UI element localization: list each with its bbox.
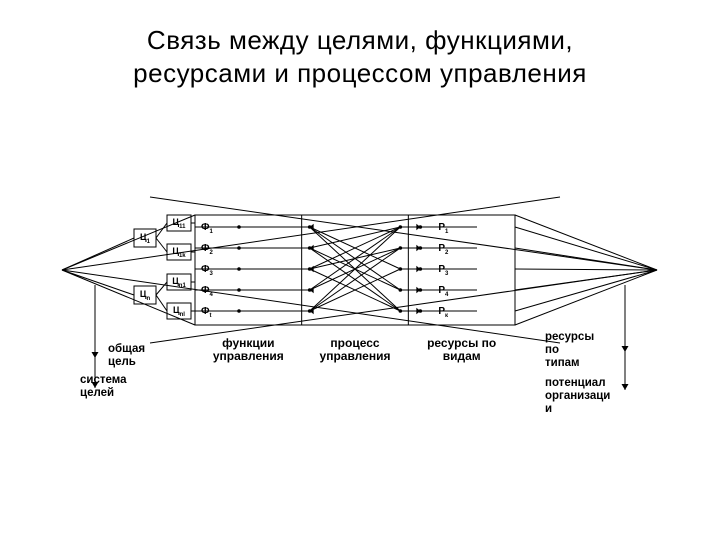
function-label-1: Ф2 xyxy=(201,243,214,256)
resource-label-3: Р4 xyxy=(438,285,449,298)
col-label-process: процессуправления xyxy=(320,336,391,363)
resource-label-0: Р1 xyxy=(438,222,449,235)
label-goal-system: системацелей xyxy=(80,374,127,399)
resource-label-4: Рк xyxy=(438,306,448,319)
label-common-goal: общаяцель xyxy=(108,343,145,368)
label-potential: потенциалорганизации xyxy=(545,377,610,415)
label-resources-types: ресурсыпотипам xyxy=(545,331,594,369)
function-label-3: Ф4 xyxy=(201,285,214,298)
subgoal-box-1: Ц1k xyxy=(172,246,186,258)
col-label-functions: функцииуправления xyxy=(213,336,284,363)
subgoal-box-3: Цnl xyxy=(173,305,185,317)
diagram-svg: Ц1ЦnЦ11Ц1kЦn1ЦnlФ1Р1Ф2Р2Ф3Р3Ф4Р4ФtРкфунк… xyxy=(0,0,720,540)
resource-label-1: Р2 xyxy=(438,243,449,256)
function-label-2: Ф3 xyxy=(201,264,214,277)
resource-label-2: Р3 xyxy=(438,264,449,277)
function-label-0: Ф1 xyxy=(201,222,214,235)
goal-box-1: Цn xyxy=(140,289,151,301)
col-label-resources-kind: ресурсы повидам xyxy=(427,336,496,363)
function-label-4: Фt xyxy=(201,306,212,319)
